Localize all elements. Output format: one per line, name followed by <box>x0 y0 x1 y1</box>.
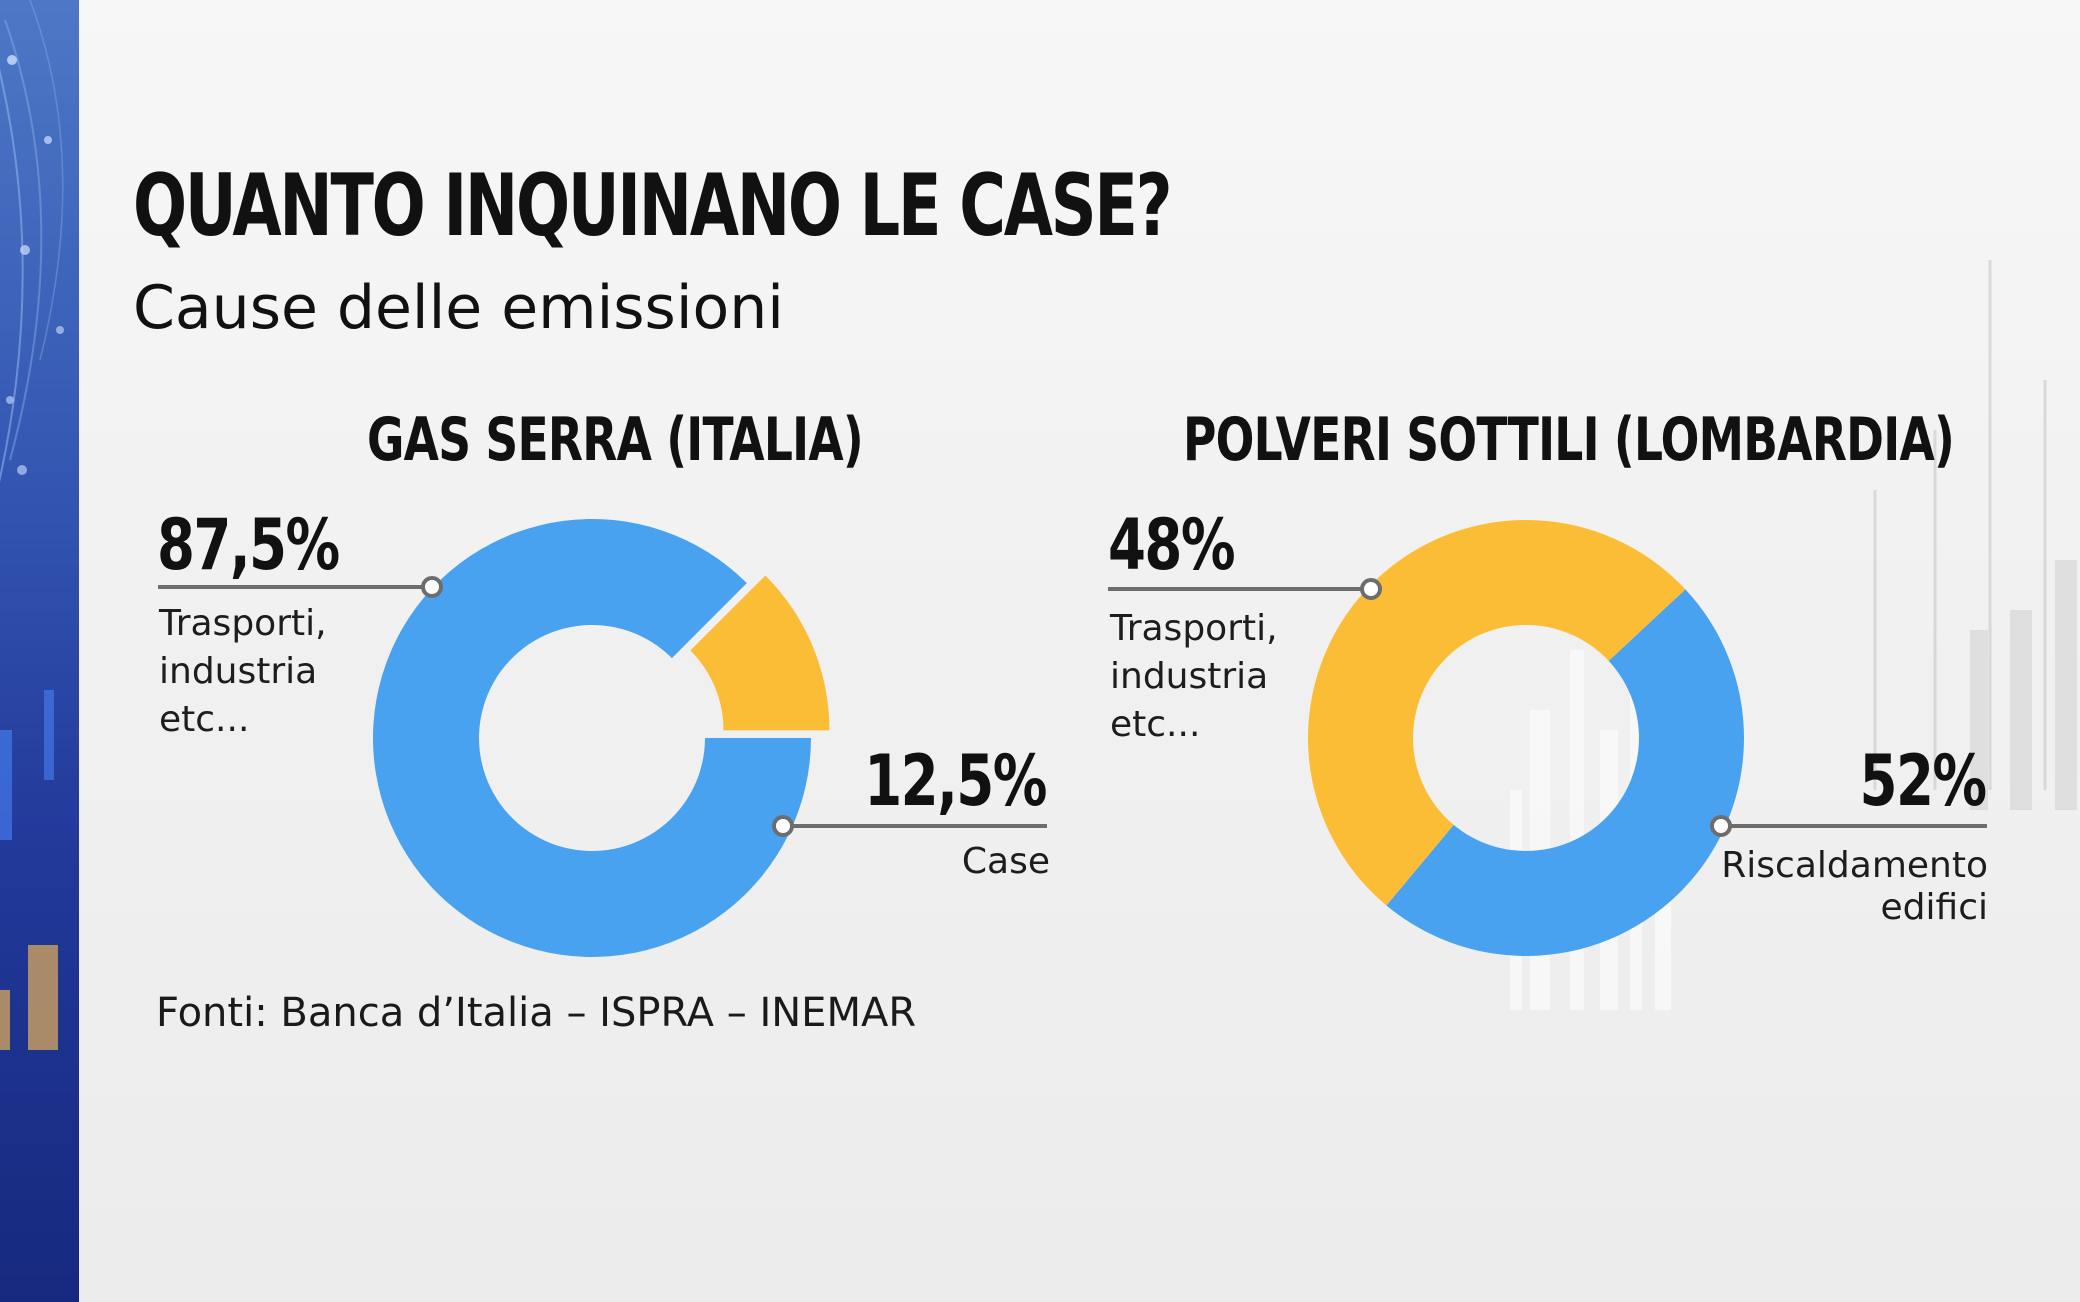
label-line: Case <box>961 841 1050 882</box>
donut-slice-1 <box>372 519 811 958</box>
leader-dot-2 <box>772 815 794 837</box>
label-line: edifici <box>1880 887 1988 928</box>
label-line: industria <box>159 651 318 692</box>
label-line: Trasporti, <box>1110 608 1278 649</box>
leader-dot-2 <box>1710 815 1732 837</box>
chart-title-polveri-sottili: POLVERI SOTTILI (LOMBARDIA) <box>1183 405 1955 475</box>
left-decorative-band <box>0 0 79 1302</box>
value-label-case: 12,5% <box>864 740 1047 822</box>
category-label-trasporti-gas: Trasporti, industria etc... <box>159 600 327 744</box>
label-line: etc... <box>159 699 250 740</box>
value-label-riscaldamento: 52% <box>1859 740 1988 822</box>
network-pattern-decoration <box>0 0 64 1050</box>
value-label-trasporti-gas: 87,5% <box>157 504 340 586</box>
leader-dot-1 <box>421 576 443 598</box>
leader-dot-1 <box>1360 578 1382 600</box>
label-line: industria <box>1110 656 1269 697</box>
chart-title-gas-serra: GAS SERRA (ITALIA) <box>367 405 864 475</box>
label-line: Trasporti, <box>159 603 327 644</box>
donut-slice-2 <box>1307 519 1686 906</box>
donut-slice-1 <box>1386 589 1744 956</box>
category-label-trasporti-polveri: Trasporti, industria etc... <box>1110 605 1278 749</box>
category-label-riscaldamento: Riscaldamento edifici <box>1721 845 1988 929</box>
page-title: QUANTO INQUINANO LE CASE? <box>133 156 1173 256</box>
donut-slice-2 <box>690 575 830 731</box>
label-line: etc... <box>1110 704 1201 745</box>
category-label-case: Case <box>962 838 1050 886</box>
value-label-trasporti-polveri: 48% <box>1108 504 1236 586</box>
source-note: Fonti: Banca d’Italia – ISPRA – INEMAR <box>156 990 917 1036</box>
label-line: Riscaldamento <box>1721 845 1988 886</box>
page-subtitle: Cause delle emissioni <box>133 273 784 343</box>
